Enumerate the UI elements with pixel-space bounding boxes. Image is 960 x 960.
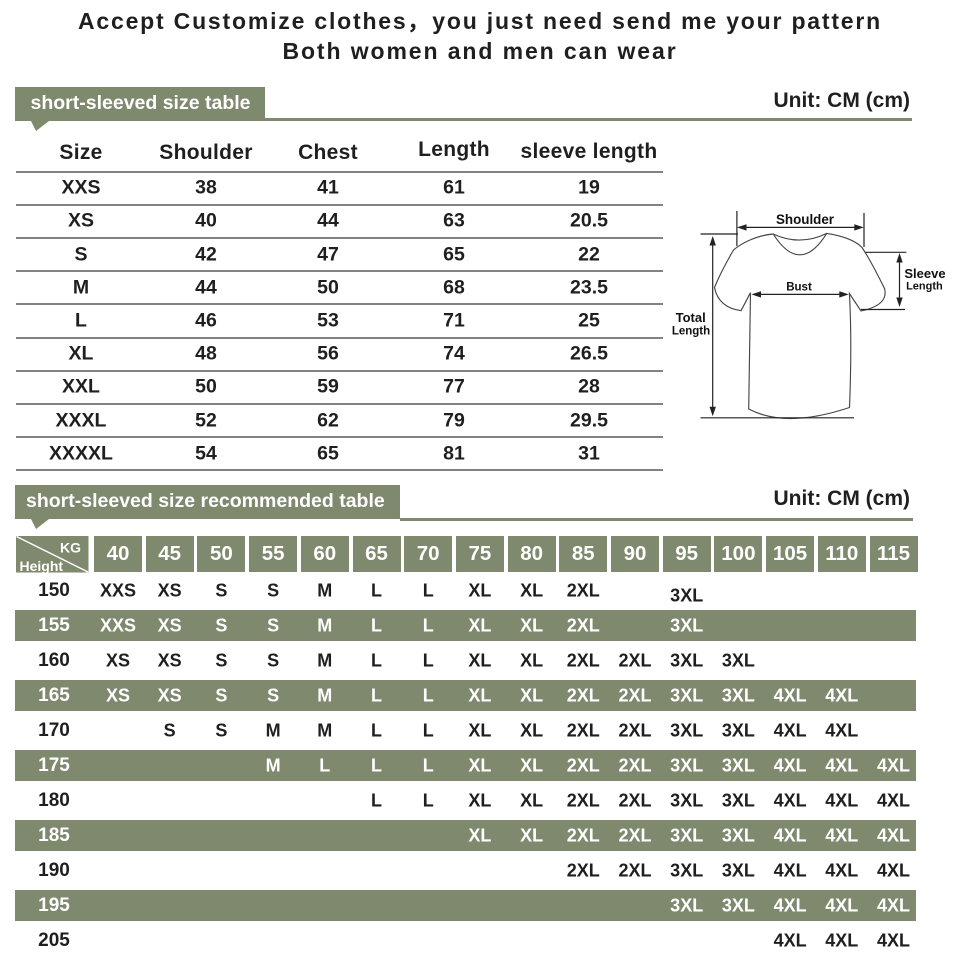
svg-text:Height: Height <box>20 558 64 574</box>
svg-text:Sleeve: Sleeve <box>904 266 945 281</box>
svg-text:Length: Length <box>906 281 943 293</box>
svg-text:Total: Total <box>676 310 706 325</box>
svg-text:KG: KG <box>60 540 81 556</box>
svg-text:Bust: Bust <box>786 282 812 294</box>
svg-text:Length: Length <box>672 326 710 338</box>
svg-text:Shoulder: Shoulder <box>776 212 835 227</box>
